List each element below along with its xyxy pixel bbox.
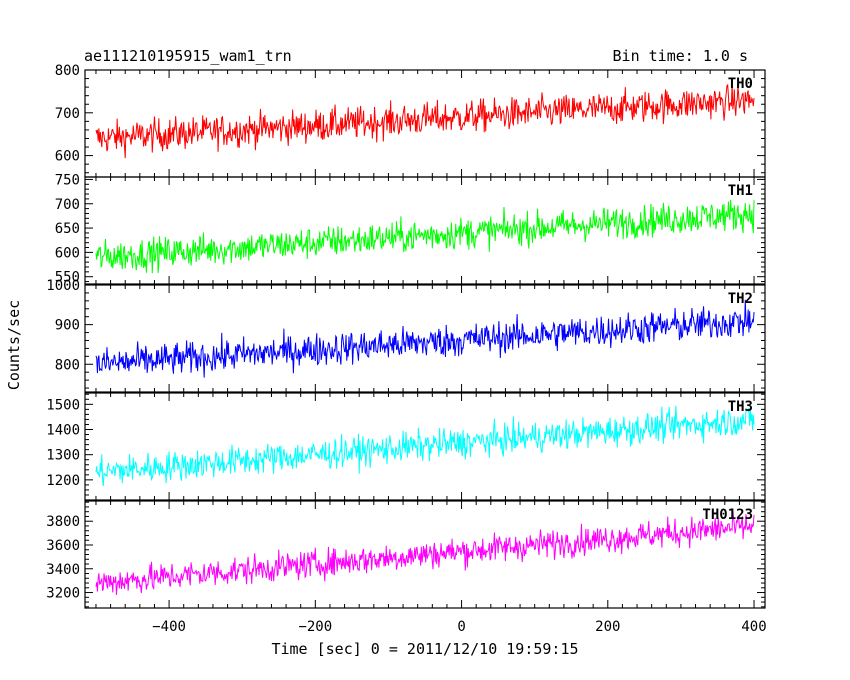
panel-th1: 550 600 650 700 750 TH1 — [55, 172, 766, 286]
y-axis-label: Counts/sec — [5, 300, 23, 390]
y-tick-label: 1400 — [46, 423, 80, 439]
x-tick-label: 200 — [595, 619, 620, 635]
y-tick-label: 550 — [55, 270, 80, 286]
panel-frame — [84, 392, 766, 501]
y-tick-label: 1300 — [46, 448, 80, 464]
panel-label: TH1 — [728, 183, 753, 199]
y-tick-label: 1500 — [46, 397, 80, 413]
y-tick-label: 3400 — [46, 562, 80, 578]
y-tick-label: 600 — [55, 149, 80, 165]
y-tick-label: 700 — [55, 197, 80, 213]
panel-label: TH2 — [728, 291, 753, 307]
y-tick-label: 1200 — [46, 473, 80, 489]
y-tick-label: 900 — [55, 318, 80, 334]
panel-label: TH0 — [728, 76, 753, 92]
series-line-th3 — [95, 405, 755, 487]
panel-label: TH0123 — [702, 507, 753, 523]
series-line-th0123 — [95, 508, 755, 596]
series-line-th2 — [95, 299, 755, 378]
x-axis-label: Time [sec] 0 = 2011/12/10 19:59:15 — [271, 640, 578, 658]
series-line-th0 — [95, 82, 755, 159]
y-tick-label: 3200 — [46, 586, 80, 602]
panel-th2: 800 900 1000 TH2 — [46, 278, 766, 393]
x-tick-label: 400 — [741, 619, 766, 635]
y-tick-label: 1000 — [46, 278, 80, 294]
bin-time-label: Bin time: 1.0 s — [613, 47, 748, 65]
panels: 600 700 800 TH0 550 600 650 700 750 TH1 800 900 1000… — [46, 63, 766, 609]
panel-th3: 1200 1300 1400 1500 TH3 — [46, 392, 766, 501]
panel-th0: 600 700 800 TH0 — [55, 63, 766, 178]
y-tick-label: 3800 — [46, 514, 80, 530]
y-tick-label: 800 — [55, 357, 80, 373]
chart-title: ae111210195915_wam1_trn — [84, 47, 292, 65]
y-tick-label: 600 — [55, 245, 80, 261]
panel-frame — [84, 284, 766, 393]
y-tick-label: 750 — [55, 172, 80, 188]
panel-label: TH3 — [728, 399, 753, 415]
y-tick-label: 3600 — [46, 538, 80, 554]
x-tick-label: −200 — [298, 619, 332, 635]
panel-th0123: 3200 3400 3600 3800 TH0123 — [46, 500, 766, 609]
y-tick-label: 650 — [55, 221, 80, 237]
y-tick-label: 800 — [55, 63, 80, 79]
x-tick-label: 0 — [457, 619, 465, 635]
panel-frame — [84, 176, 766, 285]
x-tick-label: −400 — [152, 619, 186, 635]
y-tick-label: 700 — [55, 106, 80, 122]
series-line-th1 — [95, 199, 755, 274]
x-axis: −400 −200 0 200 400 — [152, 619, 766, 635]
